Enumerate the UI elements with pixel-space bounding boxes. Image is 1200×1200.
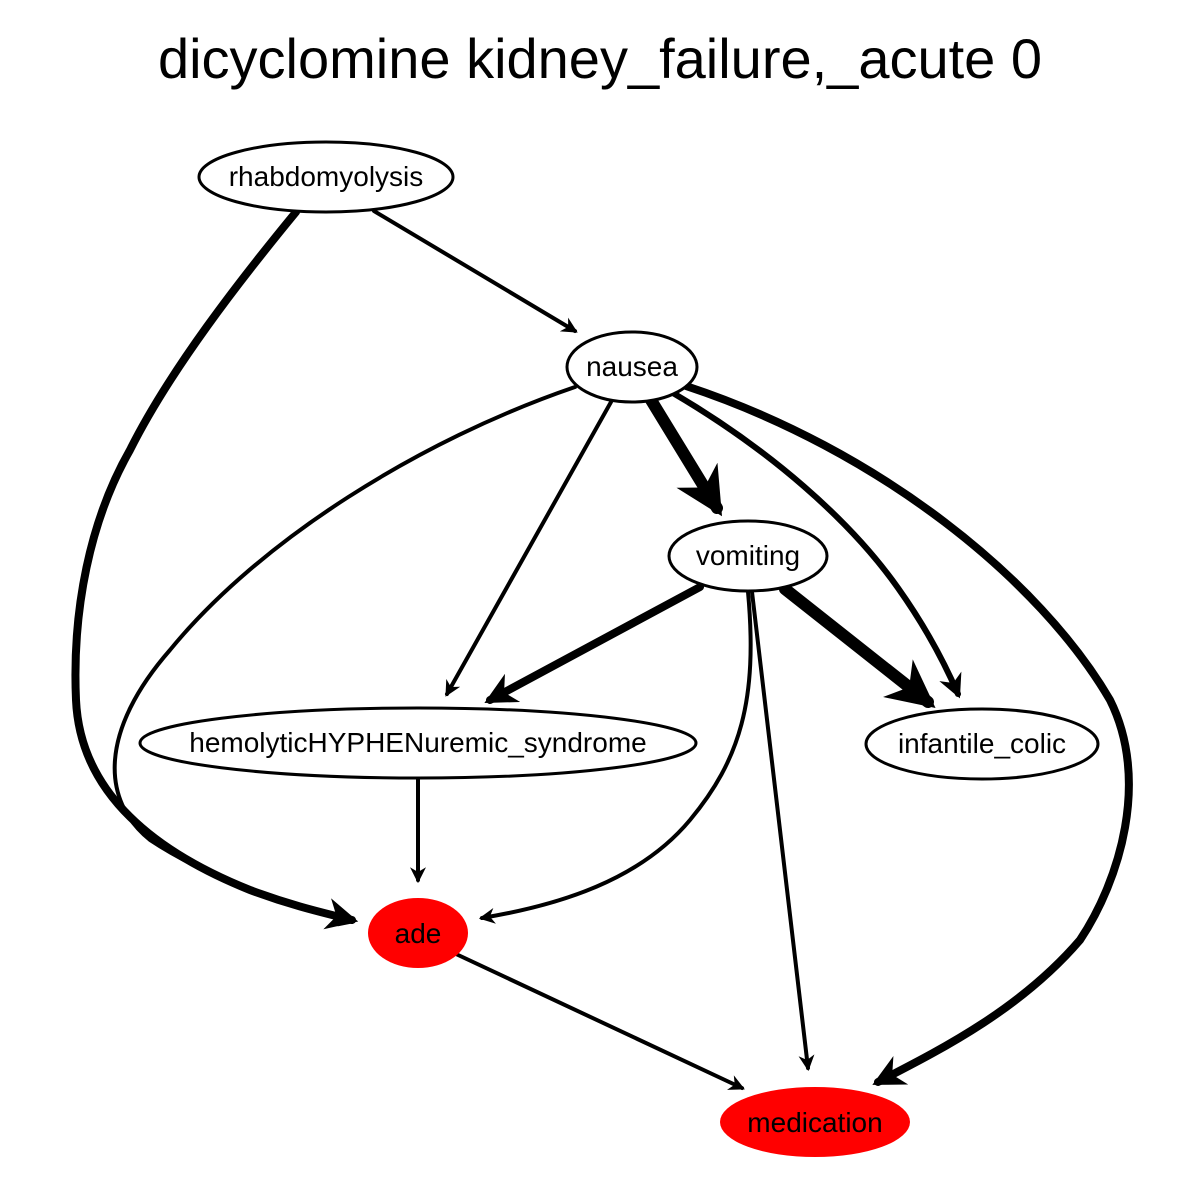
node-nausea-label: nausea: [586, 351, 678, 382]
node-vomiting-shape: [667, 519, 829, 593]
node-vomiting-label: vomiting: [696, 540, 800, 571]
node-infantile-colic-shape: [864, 707, 1100, 781]
edge-nausea-vomiting: [645, 394, 723, 517]
node-ade[interactable]: ade: [368, 898, 468, 968]
edge-nausea-medication: [682, 382, 1133, 1086]
nodes: rhabdomyolysis nausea vomiting hemolytic…: [138, 140, 1100, 1157]
node-rhabdomyolysis-shape: [197, 140, 455, 214]
edge-nausea-infantile-colic: [670, 390, 962, 699]
node-nausea[interactable]: nausea: [565, 330, 699, 404]
node-hemolytic-uremic-syndrome-shape: [138, 706, 698, 780]
edge-vomiting-infantile-colic: [779, 583, 936, 708]
edge-rhabdomyolysis-ade: [71, 208, 359, 930]
node-medication[interactable]: medication: [720, 1087, 910, 1157]
edge-vomiting-ade: [478, 590, 753, 924]
diagram-title: dicyclomine kidney_failure,_acute 0: [157, 27, 1043, 90]
node-vomiting[interactable]: vomiting: [667, 519, 829, 593]
edge-nausea-hus: [445, 400, 613, 697]
node-medication-shape: [720, 1087, 910, 1157]
edge-nausea-ade: [112, 385, 577, 927]
node-medication-label: medication: [747, 1107, 882, 1138]
node-infantile-colic-label: infantile_colic: [898, 728, 1066, 759]
edge-ade-medication: [454, 952, 745, 1090]
node-ade-shape: [368, 898, 468, 968]
node-infantile-colic[interactable]: infantile_colic: [864, 707, 1100, 781]
edge-rhabdomyolysis-nausea: [372, 209, 578, 333]
edge-vomiting-medication: [750, 590, 815, 1072]
node-rhabdomyolysis[interactable]: rhabdomyolysis: [197, 140, 455, 214]
edges: [71, 208, 1133, 1090]
node-hemolytic-uremic-syndrome[interactable]: hemolyticHYPHENuremic_syndrome: [138, 706, 698, 780]
node-hemolytic-uremic-syndrome-label: hemolyticHYPHENuremic_syndrome: [189, 727, 646, 758]
edge-vomiting-hus: [484, 583, 704, 704]
node-nausea-shape: [565, 330, 699, 404]
node-rhabdomyolysis-label: rhabdomyolysis: [229, 161, 424, 192]
node-ade-label: ade: [395, 918, 442, 949]
